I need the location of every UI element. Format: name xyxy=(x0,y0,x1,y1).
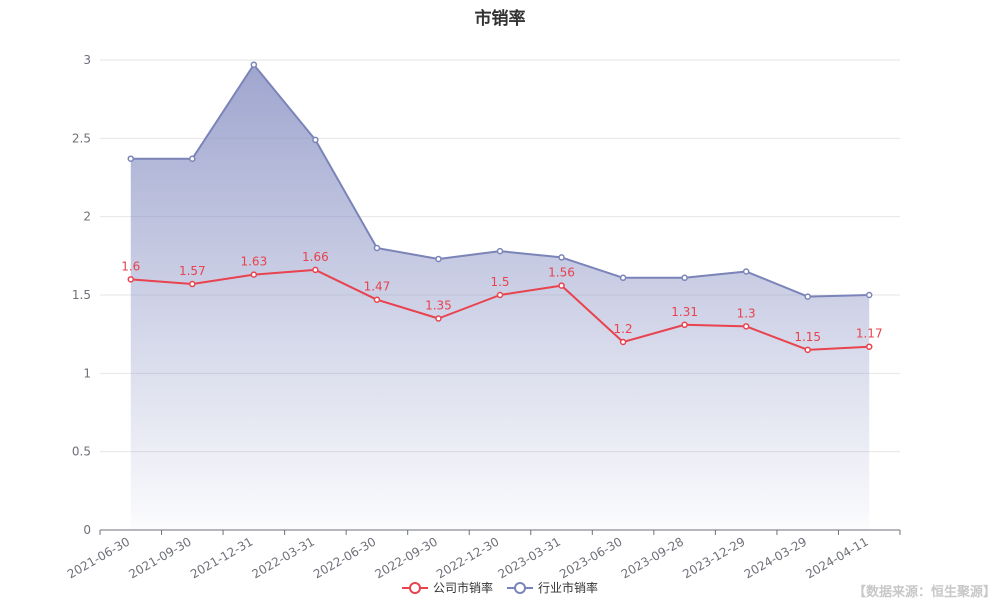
legend-company-label: 公司市销率 xyxy=(432,581,493,595)
data-label-0: 1.15 xyxy=(794,330,821,344)
data-point-1 xyxy=(435,255,442,263)
data-label-0: 1.56 xyxy=(548,266,575,280)
x-tick-label: 2021-06-30 xyxy=(65,534,132,581)
x-tick-label: 2023-12-29 xyxy=(680,534,747,581)
y-tick-label: 1.5 xyxy=(72,288,91,302)
data-point-0 xyxy=(681,321,688,329)
y-tick-label: 0.5 xyxy=(72,445,91,459)
x-tick-label: 2021-09-30 xyxy=(126,534,193,581)
x-tick-label: 2022-06-30 xyxy=(311,534,378,581)
data-label-0: 1.63 xyxy=(240,255,267,269)
data-point-1 xyxy=(373,244,381,252)
x-tick-label: 2024-03-29 xyxy=(742,534,809,581)
data-point-1 xyxy=(865,291,873,299)
data-label-0: 1.17 xyxy=(856,327,883,341)
data-point-1 xyxy=(127,155,135,162)
data-point-1 xyxy=(681,274,688,282)
x-tick-label: 2022-03-31 xyxy=(249,534,316,581)
data-point-1 xyxy=(558,254,565,261)
x-tick-label: 2023-03-31 xyxy=(496,534,563,581)
data-point-0 xyxy=(558,282,565,289)
x-tick-label: 2023-06-30 xyxy=(557,534,624,581)
data-point-0 xyxy=(742,323,750,330)
data-point-1 xyxy=(742,268,750,275)
x-tick-label: 2024-04-11 xyxy=(803,534,870,581)
data-point-0 xyxy=(496,291,504,299)
data-label-0: 1.2 xyxy=(614,322,633,336)
y-tick-label: 3 xyxy=(83,53,91,67)
legend: 公司市销率 行业市销率 xyxy=(0,579,1000,596)
x-tick-label: 2021-12-31 xyxy=(188,534,255,581)
data-point-0 xyxy=(435,315,442,322)
data-label-0: 1.57 xyxy=(179,264,206,278)
data-label-0: 1.3 xyxy=(737,306,756,320)
y-tick-label: 1 xyxy=(83,366,91,380)
data-point-0 xyxy=(312,266,319,274)
data-label-0: 1.35 xyxy=(425,299,452,313)
data-point-1 xyxy=(189,155,196,162)
data-point-1 xyxy=(496,247,504,255)
data-label-0: 1.47 xyxy=(364,280,391,294)
x-tick-label: 2022-09-30 xyxy=(373,534,440,581)
data-point-0 xyxy=(250,271,258,278)
legend-industry-label: 行业市销率 xyxy=(538,581,599,595)
x-tick-label: 2022-12-30 xyxy=(434,534,501,581)
data-point-1 xyxy=(312,136,319,144)
data-point-0 xyxy=(804,346,811,354)
y-tick-label: 2 xyxy=(83,210,91,224)
data-point-0 xyxy=(619,338,627,346)
data-point-0 xyxy=(865,343,873,350)
legend-company-swatch-icon xyxy=(401,581,428,594)
data-label-0: 1.31 xyxy=(671,305,698,319)
data-point-1 xyxy=(619,274,627,282)
legend-item-company[interactable]: 公司市销率 xyxy=(401,579,493,596)
data-point-1 xyxy=(250,61,258,68)
data-point-1 xyxy=(804,293,811,300)
legend-industry-swatch-icon xyxy=(507,581,533,594)
data-point-0 xyxy=(127,276,135,283)
y-tick-label: 0 xyxy=(83,523,91,537)
data-label-0: 1.5 xyxy=(490,275,509,289)
chart-title: 市销率 xyxy=(474,9,526,29)
data-point-0 xyxy=(373,296,381,303)
legend-item-industry[interactable]: 行业市销率 xyxy=(507,579,598,596)
data-label-0: 1.6 xyxy=(121,259,140,273)
data-point-0 xyxy=(189,280,196,288)
data-label-0: 1.66 xyxy=(302,250,329,264)
source-note: 【数据来源：恒生聚源】 xyxy=(852,585,996,600)
y-tick-label: 2.5 xyxy=(72,131,91,145)
x-tick-label: 2023-09-28 xyxy=(619,534,686,581)
